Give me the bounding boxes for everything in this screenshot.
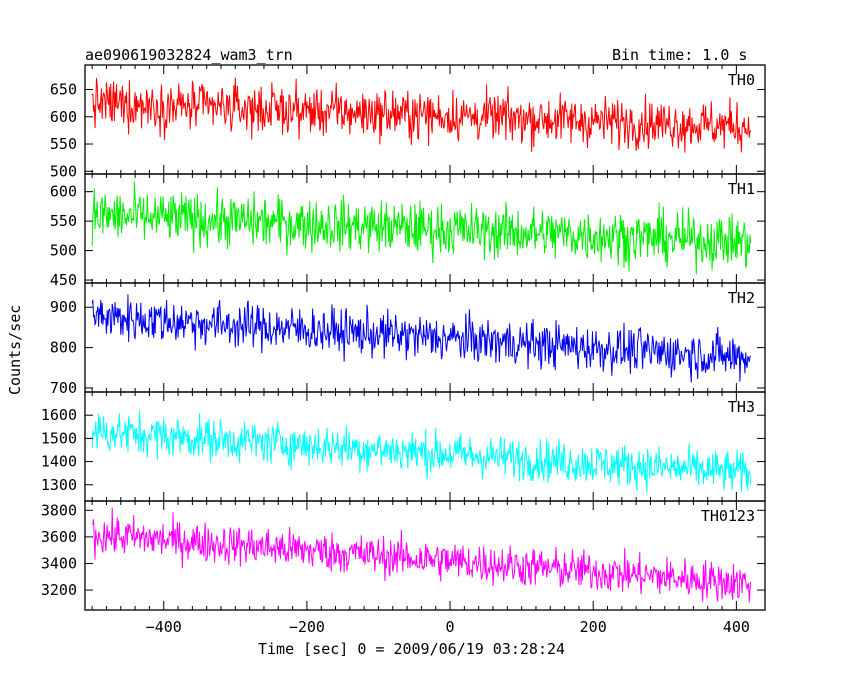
panel-label-th2: TH2	[728, 289, 755, 307]
y-tick-label-th3: 1300	[41, 476, 77, 494]
plot-title: ae090619032824_wam3_trn	[85, 46, 293, 64]
y-axis-label: Counts/sec	[6, 304, 24, 395]
bin-time-label: Bin time: 1.0 s	[612, 46, 748, 64]
y-tick-label-th1: 550	[50, 212, 77, 230]
y-tick-label-th0123: 3200	[41, 581, 77, 599]
y-tick-label-th3: 1600	[41, 406, 77, 424]
y-tick-label-th0: 650	[50, 81, 77, 99]
x-tick-label: −200	[289, 618, 325, 636]
y-tick-label-th1: 500	[50, 242, 77, 260]
panel-label-th0: TH0	[728, 71, 755, 89]
panel-label-th1: TH1	[728, 180, 755, 198]
x-tick-label: 200	[580, 618, 607, 636]
series-line-th3	[91, 410, 752, 493]
panel-label-th0123: TH0123	[701, 507, 755, 525]
y-tick-label-th0123: 3800	[41, 501, 77, 519]
x-tick-label: 0	[446, 618, 455, 636]
y-tick-label-th0123: 3600	[41, 528, 77, 546]
y-tick-label-th1: 600	[50, 183, 77, 201]
y-tick-label-th0: 550	[50, 135, 77, 153]
x-tick-label: 400	[723, 618, 750, 636]
y-tick-label-th0123: 3400	[41, 554, 77, 572]
y-tick-label-th0: 600	[50, 108, 77, 126]
y-tick-label-th2: 700	[50, 379, 77, 397]
y-tick-label-th0: 500	[50, 162, 77, 180]
x-axis-label: Time [sec] 0 = 2009/06/19 03:28:24	[258, 640, 566, 658]
y-tick-label-th3: 1400	[41, 453, 77, 471]
series-line-th0123	[91, 507, 752, 603]
y-tick-label-th2: 800	[50, 339, 77, 357]
y-tick-label-th2: 900	[50, 298, 77, 316]
series-line-th2	[91, 294, 752, 383]
y-tick-label-th3: 1500	[41, 429, 77, 447]
panel-label-th3: TH3	[728, 398, 755, 416]
series-line-th1	[91, 181, 752, 275]
x-tick-label: −400	[146, 618, 182, 636]
panel-frame-th0123	[84, 500, 766, 611]
y-tick-label-th1: 450	[50, 271, 77, 289]
series-line-th0	[91, 77, 752, 153]
